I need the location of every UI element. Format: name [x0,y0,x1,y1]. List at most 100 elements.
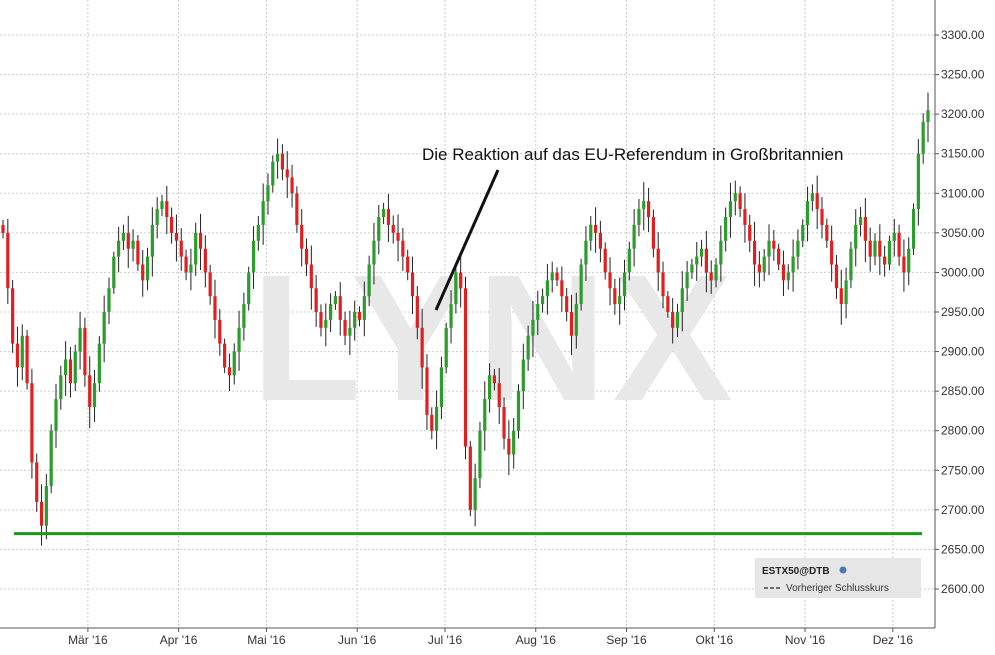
candle-body [237,327,241,352]
candle-body [878,240,882,257]
candle-body [555,272,559,281]
candle-body [198,232,203,249]
y-tick-label: 2650.00 [941,542,985,556]
candle-body [194,232,198,265]
y-tick-label: 2900.00 [941,345,985,359]
candle-body [126,232,130,249]
candle-body [892,232,896,241]
candle-body [401,240,405,257]
candle-body [227,367,232,376]
candle-body [184,256,188,273]
candle-body [304,248,309,265]
candle-body [324,319,328,328]
candle-body [256,224,260,241]
y-tick-label: 3200.00 [941,107,985,121]
candle-body [329,304,333,320]
candle-body [483,399,487,431]
candle-body [131,240,135,249]
candle-body [35,462,39,502]
y-tick-label: 3300.00 [941,28,985,42]
candle-body [536,304,540,320]
candle-body [627,248,631,273]
candle-body [179,240,183,257]
candle-body [593,224,598,233]
candle-body [777,248,781,265]
candle-body [319,312,323,328]
candle-body [863,217,867,241]
y-tick-label: 3150.00 [941,147,985,161]
candle-body [589,224,593,241]
candle-body [73,351,77,384]
candle-body [661,272,665,297]
candle-body [271,161,275,186]
candle-body [112,256,116,289]
candle-body [454,272,458,305]
candle-body [916,153,920,210]
annotation-arrow [434,169,500,311]
candle-body [540,296,545,305]
candle-body [223,343,227,368]
candle-body [646,201,651,218]
candle-body [11,288,15,344]
candle-body [550,272,554,281]
candle-body [608,272,612,289]
candle-body [276,153,280,162]
x-tick-label: Mär '16 [68,633,108,647]
candle-body [285,169,289,178]
candle-body [410,272,415,297]
candle-body [92,383,97,407]
candle-body [20,335,24,368]
y-tick-label: 3250.00 [941,68,985,82]
candle-body [521,359,525,392]
candle-body [825,224,829,241]
candle-body [232,351,236,376]
candle-body [473,478,477,510]
candle-body [565,296,569,312]
x-tick-label: Mai '16 [247,633,286,647]
candle-body [757,264,761,273]
x-tick-label: Jul '16 [428,633,463,647]
candle-body [762,256,766,273]
candle-body [772,240,776,249]
candle-body [690,264,694,273]
candle-body [579,264,583,305]
candle-body [516,391,521,431]
candle-body [507,438,511,455]
candle-body [468,446,472,510]
candle-body [218,319,222,344]
y-axis: 2600.00 2650.00 2700.00 2750.00 2800.00 2850.… [935,28,985,596]
candle-body [695,256,699,265]
candle-body [897,232,901,257]
candle-body [574,304,578,336]
y-tick-label: 3000.00 [941,265,985,279]
candles-layer [1,92,930,546]
x-tick-label: Dez '16 [873,633,914,647]
candle-body [487,375,492,400]
candle-body [97,343,101,384]
candle-body [415,296,419,328]
candle-body [911,209,916,249]
candle-body [59,375,63,400]
candle-body [160,201,164,210]
candle-body [39,501,44,526]
candle-body [839,288,843,305]
candle-body [15,343,20,368]
candle-body [102,312,106,344]
candle-body [854,224,858,249]
legend-title: ESTX50@DTB [762,566,830,577]
candle-body [353,312,357,328]
candle-body [526,335,530,360]
y-tick-label: 2750.00 [941,463,985,477]
x-tick-label: Apr '16 [160,633,198,647]
candle-body [598,232,602,249]
annotation-text: Die Reaktion auf das EU-Referendum in Gr… [422,145,843,164]
candle-body [420,327,424,368]
candle-body [656,248,660,273]
candle-body [926,110,930,123]
candle-body [386,209,391,225]
candle-body [699,248,704,257]
candle-body [208,272,212,297]
x-tick-label: Jun '16 [338,633,377,647]
candle-body [873,240,877,257]
